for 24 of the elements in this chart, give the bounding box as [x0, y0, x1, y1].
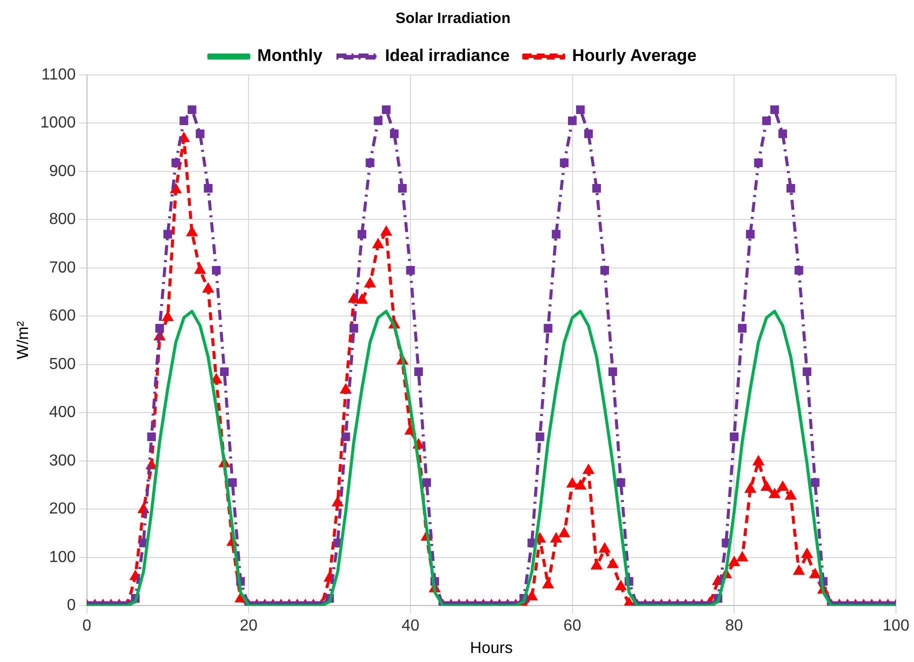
y-tick-label: 600	[49, 308, 76, 325]
x-tick-label: 20	[240, 618, 258, 635]
y-tick-label: 500	[49, 356, 76, 373]
x-tick-label: 0	[82, 618, 92, 635]
y-tick-label: 300	[49, 452, 76, 470]
x-tick-label: 60	[563, 618, 582, 635]
legend-label: Hourly Average	[572, 46, 697, 66]
y-tick-label: 700	[49, 259, 76, 276]
legend-label: Ideal irradiance	[384, 46, 510, 66]
legend-label: Monthly	[257, 46, 323, 66]
x-tick-label: 80	[725, 618, 744, 635]
y-tick-label: 900	[49, 162, 76, 180]
y-tick-label: 200	[49, 500, 76, 518]
y-tick-label: 400	[49, 404, 76, 422]
x-tick-label: 100	[882, 618, 910, 635]
y-tick-label: 100	[49, 548, 76, 566]
chart-title: Solar Irradiation	[395, 10, 511, 28]
x-axis-title: Hours	[470, 640, 513, 657]
y-tick-label: 800	[49, 211, 76, 228]
y-tick-label: 1000	[40, 114, 76, 132]
x-tick-label: 40	[402, 618, 420, 635]
y-tick-label: 1100	[41, 66, 76, 84]
y-axis-title: W/m²	[15, 320, 32, 360]
y-tick-label: 0	[66, 597, 76, 614]
